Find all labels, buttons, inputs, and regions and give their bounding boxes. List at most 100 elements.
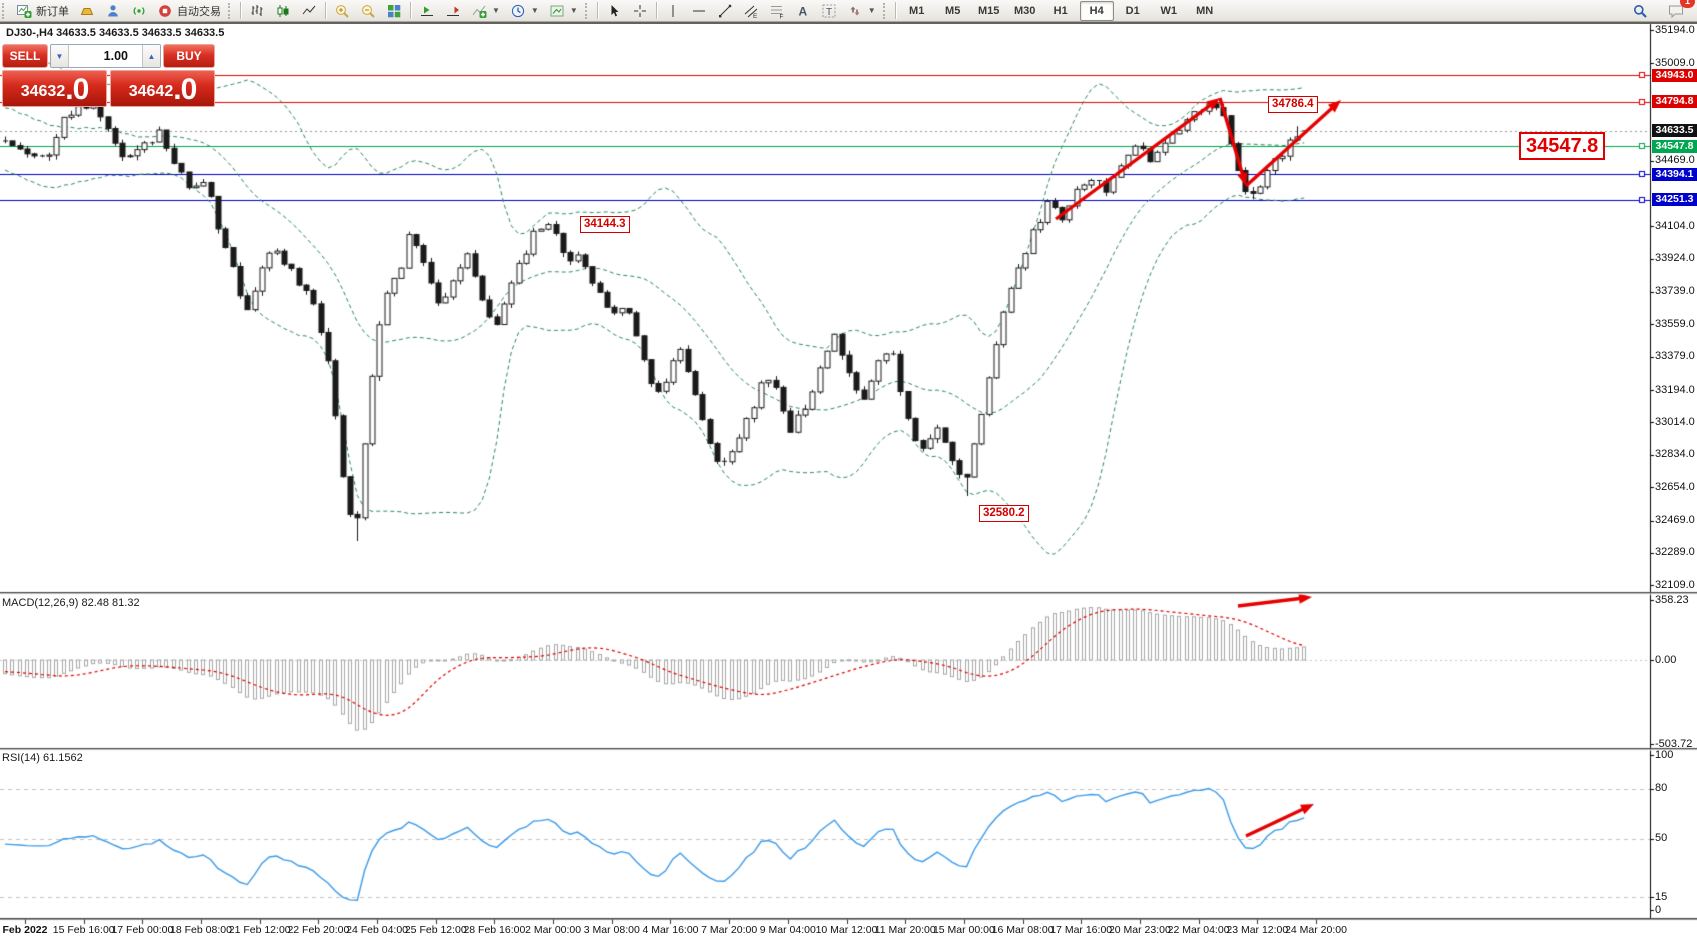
date-label: 24 Mar 20:00	[1285, 924, 1347, 936]
templates-button[interactable]: ▼	[545, 0, 582, 21]
horizontal-line-tool-button[interactable]	[687, 0, 711, 21]
search-icon	[1632, 3, 1648, 19]
volume-value[interactable]: 1.00	[103, 49, 128, 63]
macd-indicator-label: MACD(12,26,9) 82.48 81.32	[2, 597, 140, 609]
notifications-button[interactable]: 1	[1664, 0, 1695, 21]
bars-chart-icon	[249, 3, 265, 19]
date-label: 22 Mar 04:00	[1167, 924, 1230, 936]
toolbar-separator	[655, 2, 657, 19]
trendline-tool-button[interactable]	[713, 0, 737, 21]
label-tool-button[interactable]: T	[817, 0, 841, 21]
price-badge: 34633.5	[1652, 124, 1697, 138]
price-callout[interactable]: 34144.3	[580, 216, 630, 233]
timeframe-button-m1[interactable]: M1	[909, 4, 925, 17]
volume-stepper: ▼ 1.00 ▲	[50, 44, 161, 68]
volume-down-button[interactable]: ▼	[51, 45, 69, 67]
toolbar: 新订单 自动交易 ▼ ▼ ▼ E F A T ▼ M1 M5 M15 M30 H1 H4 D1 W1 MN 1	[0, 0, 1697, 21]
price-tick-label: 33379.0	[1655, 350, 1695, 363]
date-label: 10 Mar 12:00	[815, 924, 878, 936]
zoom-out-button[interactable]	[356, 0, 380, 21]
arrows-tool-button[interactable]: ▼	[843, 0, 880, 21]
timeframe-button-m15[interactable]: M15	[977, 4, 1000, 17]
timeframe-button-h1[interactable]: H1	[1053, 4, 1068, 17]
timeframe-button-w1[interactable]: W1	[1160, 4, 1177, 17]
dropdown-arrow-icon: ▼	[569, 6, 578, 15]
price-tick-label: 32469.0	[1655, 514, 1695, 526]
price-callout-large[interactable]: 34547.8	[1519, 132, 1606, 160]
crosshair-tool-button[interactable]	[628, 0, 652, 21]
price-tick-label: 33559.0	[1655, 317, 1695, 330]
periods-button[interactable]: ▼	[506, 0, 543, 21]
label-t-icon: T	[821, 3, 837, 19]
chart-title: DJ30-,H4 34633.5 34633.5 34633.5 34633.5	[6, 27, 225, 39]
search-button[interactable]	[1628, 0, 1652, 21]
bar-chart-mode-button[interactable]	[245, 0, 269, 21]
h-line-icon	[691, 3, 707, 19]
price-tick-label: 32654.0	[1655, 480, 1695, 493]
new-order-button[interactable]: 新订单	[12, 0, 73, 21]
profile-button[interactable]	[101, 0, 125, 21]
toolbar-grip	[228, 2, 235, 19]
sell-button[interactable]: SELL	[2, 44, 48, 68]
new-order-label: 新订单	[36, 5, 69, 18]
date-label: 21 Feb 12:00	[228, 924, 291, 936]
date-label: 24 Feb 04:00	[346, 924, 409, 936]
crosshair-icon	[632, 3, 648, 19]
trend-line-icon	[717, 3, 733, 19]
price-tick-label: 34469.0	[1655, 154, 1695, 166]
price-badge: 34547.8	[1652, 139, 1697, 153]
volume-up-button[interactable]: ▲	[142, 45, 160, 67]
autotrade-button[interactable]: 自动交易	[153, 0, 225, 21]
signals-button[interactable]	[127, 0, 151, 21]
auto-scroll-button[interactable]	[415, 0, 439, 21]
window-divider	[0, 22, 1697, 24]
buy-button[interactable]: BUY	[163, 44, 215, 68]
price-badge: 34943.0	[1652, 68, 1697, 82]
timeframe-button-h4[interactable]: H4	[1079, 0, 1114, 21]
date-label: 15 Mar 00:00	[932, 924, 995, 936]
tile-windows-button[interactable]	[382, 0, 406, 21]
toolbar-separator	[894, 2, 896, 19]
price-callout[interactable]: 34786.4	[1268, 96, 1318, 113]
toolbar-divider	[0, 21, 1697, 22]
date-label: 28 Feb 16:00	[463, 924, 526, 936]
bid-price[interactable]: 34632.0	[2, 70, 107, 107]
svg-text:A: A	[798, 4, 807, 18]
indicators-button[interactable]: ▼	[467, 0, 504, 21]
fibonacci-tool-button[interactable]: F	[765, 0, 789, 21]
price-badge: 34794.8	[1652, 95, 1697, 109]
chart-shift-button[interactable]	[441, 0, 465, 21]
macd-tick-label: 358.23	[1655, 593, 1689, 606]
ask-price[interactable]: 34642.0	[110, 70, 215, 107]
price-tick-label: 33924.0	[1655, 252, 1695, 265]
vertical-line-tool-button[interactable]	[661, 0, 685, 21]
toolbar-grip	[882, 2, 890, 19]
timeframe-button-mn[interactable]: MN	[1196, 4, 1214, 17]
timeframe-button-m30[interactable]: M30	[1013, 4, 1036, 17]
new-order-icon	[16, 3, 32, 19]
line-chart-mode-button[interactable]	[297, 0, 321, 21]
date-label: 23 Mar 12:00	[1226, 924, 1289, 936]
cursor-tool-button[interactable]	[602, 0, 626, 21]
timeframe-button-d1[interactable]: D1	[1125, 4, 1140, 17]
macd-tick-label: -503.72	[1655, 737, 1693, 750]
svg-text:F: F	[779, 13, 783, 19]
zoom-out-icon	[360, 3, 376, 19]
date-label: Feb 2022	[2, 924, 48, 936]
toolbar-separator	[596, 2, 598, 19]
dropdown-arrow-icon: ▼	[867, 6, 876, 15]
rsi-tick-label: 80	[1655, 782, 1668, 795]
periods-clock-icon	[510, 3, 526, 19]
price-callout[interactable]: 32580.2	[979, 505, 1029, 522]
price-badge: 34394.1	[1652, 167, 1697, 181]
date-label: 20 Mar 23:00	[1108, 924, 1171, 936]
timeframe-button-m5[interactable]: M5	[945, 4, 961, 17]
line-chart-icon	[301, 3, 317, 19]
candlestick-mode-button[interactable]	[271, 0, 295, 21]
channel-tool-button[interactable]: E	[739, 0, 763, 21]
zoom-in-button[interactable]	[330, 0, 354, 21]
text-tool-button[interactable]: A	[791, 0, 815, 21]
macd-tick-label: 0.00	[1655, 653, 1677, 666]
market-watch-button[interactable]	[75, 0, 99, 21]
